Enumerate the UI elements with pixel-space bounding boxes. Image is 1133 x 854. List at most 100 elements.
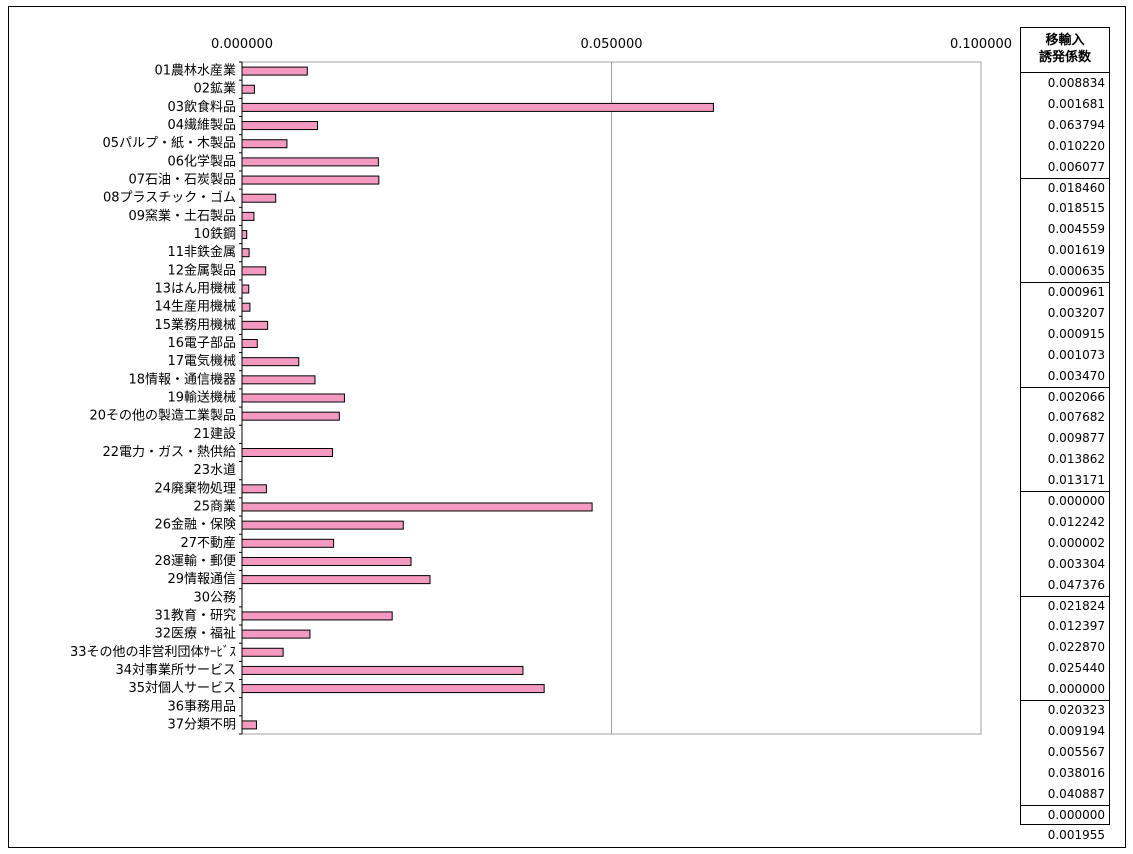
bar [241,211,255,221]
table-value: 0.021824 [1047,598,1105,613]
table-group-divider [1021,386,1109,388]
table-value: 0.013862 [1047,452,1105,467]
table-value: 0.004559 [1047,222,1105,237]
table-value: 0.002066 [1047,389,1105,404]
table-group-divider [1021,700,1109,701]
bar [241,520,404,530]
category-labels: 01農林水産業 02鉱業 03飲食料品 04繊維製品 05パルプ・紙・木製品 06化学製品… [70,63,237,733]
table-value: 0.010220 [1047,138,1105,153]
category-label: 09窯業・土石製品 [128,208,236,224]
chart-frame [8,6,1126,848]
table-value: 0.007682 [1047,410,1105,425]
table-value: 0.038016 [1047,765,1105,780]
table-value: 0.022870 [1047,640,1105,655]
category-label: 23水道 [193,463,236,478]
bar [241,84,255,94]
category-label: 29情報通信 [167,572,236,587]
category-label: 02鉱業 [193,81,236,97]
bar [241,102,714,112]
bar [241,484,267,494]
table-value: 0.047376 [1047,577,1105,592]
category-label: 10鉄鋼 [193,227,236,242]
category-label: 36事務用品 [167,699,236,714]
table-group-divider [1021,282,1109,283]
category-label: 24廃棄物処理 [154,480,236,496]
bar [241,447,333,457]
category-label: 17電気機械 [167,353,236,369]
table-header: 移輸入 誘発係数 [1021,28,1109,73]
category-label: 21建設 [193,426,236,442]
category-label: 35対個人サービス [128,681,236,696]
coefficient-table: 移輸入 誘発係数 0.008834 0.001681 0.063794 0.01022… [1020,27,1110,842]
bar [241,357,300,367]
table-value: 0.025440 [1047,661,1105,676]
category-label: 32医療・福祉 [154,627,236,642]
table-value: 0.001681 [1047,96,1105,111]
table-value: 0.012397 [1047,619,1105,634]
table-value: 0.000000 [1047,494,1105,508]
bar [241,502,593,512]
bar [241,230,248,240]
category-label: 03飲食料品 [167,99,236,115]
table-value: 0.000000 [1047,807,1105,822]
category-label: 25商業 [193,498,236,514]
table-value: 0.040887 [1047,786,1105,801]
bar [241,248,250,258]
table-value: 0.020323 [1047,703,1105,717]
table-value: 0.001955 [1047,828,1105,843]
table-value: 0.003470 [1047,368,1105,383]
category-label: 14生産用機械 [154,299,236,315]
bar [241,302,251,312]
table-value: 0.012242 [1047,514,1105,529]
category-label: 33その他の非営利団体ｻｰﾋﾞｽ [70,645,237,660]
table-group-divider [1021,177,1109,179]
table-group-divider [1021,595,1109,597]
bar [241,720,257,730]
table-value: 0.005567 [1047,744,1105,759]
category-label: 01農林水産業 [154,63,236,79]
category-label: 11非鉄金属 [167,244,236,260]
category-label: 22電力・ガス・熱供給 [102,445,236,460]
table-value: 0.003207 [1047,305,1105,320]
bar [241,611,393,621]
x-tick-labels: 0.000000 0.050000 0.100000 [211,37,1012,52]
category-label: 20その他の製造工業製品 [89,408,236,424]
category-label: 27不動産 [180,535,236,551]
bar [241,320,269,330]
bar [241,284,250,294]
bar [241,684,545,694]
category-label: 08プラスチック・ゴム [103,190,236,206]
bar [241,121,319,131]
bar [241,411,340,421]
table-value: 0.000635 [1047,264,1105,279]
category-label: 07石油・石炭製品 [128,173,236,188]
category-label: 04繊維製品 [167,117,236,133]
category-label: 31教育・研究 [154,607,236,623]
bar [241,575,431,585]
category-label: 13はん用機械 [154,282,236,297]
bar [241,175,380,185]
bar [241,665,524,675]
category-label: 12金属製品 [167,262,236,278]
category-label: 16電子部品 [167,336,236,351]
bar [241,66,308,76]
table-value: 0.009877 [1047,431,1105,446]
table-value: 0.006077 [1047,159,1105,174]
bar [241,629,311,639]
category-label: 34対事業所サービス [115,662,236,678]
table-value: 0.000915 [1047,326,1105,341]
bar [241,647,284,657]
category-label: 30公務 [193,590,236,605]
table-group-divider [1021,491,1109,492]
category-label: 28運輸・郵便 [154,554,236,569]
category-label: 05パルプ・紙・木製品 [102,136,236,151]
table-value: 0.001619 [1047,243,1105,258]
category-label: 37分類不明 [167,717,236,732]
table-header-line1: 移輸入 [1045,33,1085,48]
bars [241,66,714,730]
table-value: 0.009194 [1047,723,1105,738]
bar [241,139,288,149]
bar [241,393,345,403]
bar [241,538,335,548]
table-value: 0.018460 [1047,180,1105,195]
